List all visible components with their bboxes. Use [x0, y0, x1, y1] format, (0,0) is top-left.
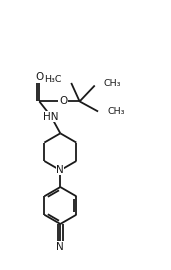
- Text: HN: HN: [43, 112, 59, 122]
- Text: N: N: [56, 165, 64, 175]
- Text: CH₃: CH₃: [107, 107, 125, 116]
- Text: CH₃: CH₃: [103, 79, 121, 88]
- Text: O: O: [35, 72, 43, 82]
- Text: O: O: [60, 96, 68, 106]
- Text: N: N: [56, 242, 64, 252]
- Text: H₃C: H₃C: [44, 75, 62, 84]
